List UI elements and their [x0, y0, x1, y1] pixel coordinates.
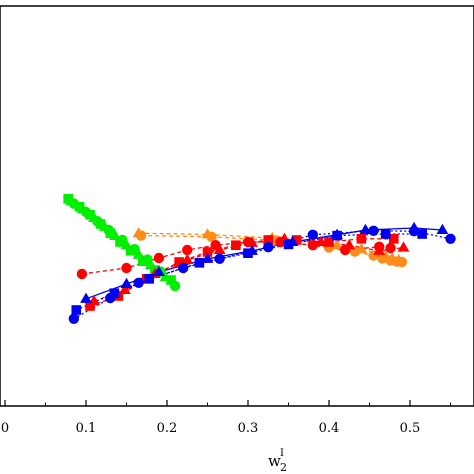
data-point: [121, 262, 132, 274]
x-axis-label-superscript: I: [280, 448, 284, 459]
x-tick-label: 0.3: [238, 421, 259, 436]
data-point: [166, 275, 176, 285]
data-point: [206, 231, 217, 242]
data-point: [194, 258, 205, 268]
data-point: [445, 233, 456, 244]
x-axis-label-base: w: [268, 452, 281, 470]
data-point: [144, 274, 154, 284]
data-point: [396, 256, 408, 268]
data-point: [202, 247, 213, 257]
data-point: [291, 235, 302, 245]
data-point: [181, 253, 194, 265]
data-point: [142, 254, 153, 265]
data-point: [153, 252, 165, 264]
data-point: [135, 230, 147, 241]
x-tick-label: 0.5: [400, 421, 421, 436]
data-point: [153, 265, 165, 277]
data-point: [397, 241, 410, 252]
data-point: [103, 224, 114, 236]
data-point: [174, 257, 184, 267]
data-point: [436, 223, 449, 235]
data-point: [368, 225, 379, 236]
x-axis-label-subscript: 2: [280, 461, 287, 474]
data-point: [307, 229, 318, 240]
data-point: [129, 244, 140, 255]
data-point: [80, 206, 92, 218]
data-point: [373, 244, 386, 255]
data-point: [76, 268, 88, 280]
data-point: [117, 234, 128, 246]
x-axis-label: w 2 I: [268, 448, 287, 474]
data-point: [63, 194, 73, 204]
data-point: [263, 235, 274, 245]
data-point: [332, 230, 342, 241]
data-point: [74, 202, 85, 212]
data-point: [231, 240, 241, 250]
data-point: [68, 198, 80, 209]
data-point: [92, 216, 103, 227]
data-point: [120, 239, 133, 250]
data-point: [331, 239, 343, 250]
plot-frame: [0, 5, 474, 407]
data-point: [385, 242, 396, 254]
data-point: [182, 244, 193, 256]
data-point: [417, 229, 427, 239]
data-point: [214, 253, 225, 264]
data-point: [356, 234, 367, 244]
data-point: [324, 237, 334, 247]
x-tick-label: 0: [1, 421, 9, 436]
data-point: [263, 242, 274, 253]
data-point: [159, 271, 172, 282]
data-point: [178, 262, 189, 274]
data-point: [118, 283, 131, 295]
data-point: [343, 239, 356, 250]
data-point: [389, 234, 399, 244]
data-point: [85, 301, 95, 311]
data-point: [359, 223, 372, 235]
data-point: [120, 277, 133, 289]
data-point: [80, 292, 92, 303]
data-point: [133, 277, 144, 288]
data-point: [109, 288, 120, 298]
x-tick-label: 0.4: [319, 421, 340, 436]
data-point: [380, 229, 391, 239]
data-point: [169, 280, 181, 292]
x-tick-label: 0.2: [157, 421, 178, 436]
data-point: [68, 313, 80, 324]
x-tick-label: 0.1: [76, 421, 97, 436]
data-point: [283, 239, 294, 250]
data-point: [377, 253, 388, 264]
data-point: [315, 235, 327, 247]
x-axis-ticks: 0 0.1 0.2 0.3 0.4 0.5: [1, 400, 451, 436]
data-point: [201, 252, 214, 263]
data-point: [243, 248, 253, 258]
data-point: [246, 236, 258, 247]
data-point: [71, 305, 82, 315]
series-line: [73, 230, 451, 320]
data-point: [408, 221, 420, 233]
data-point: [307, 240, 318, 251]
data-point: [144, 259, 157, 270]
data-point: [132, 248, 145, 259]
data-point: [213, 243, 226, 255]
series-markers: [63, 194, 456, 324]
